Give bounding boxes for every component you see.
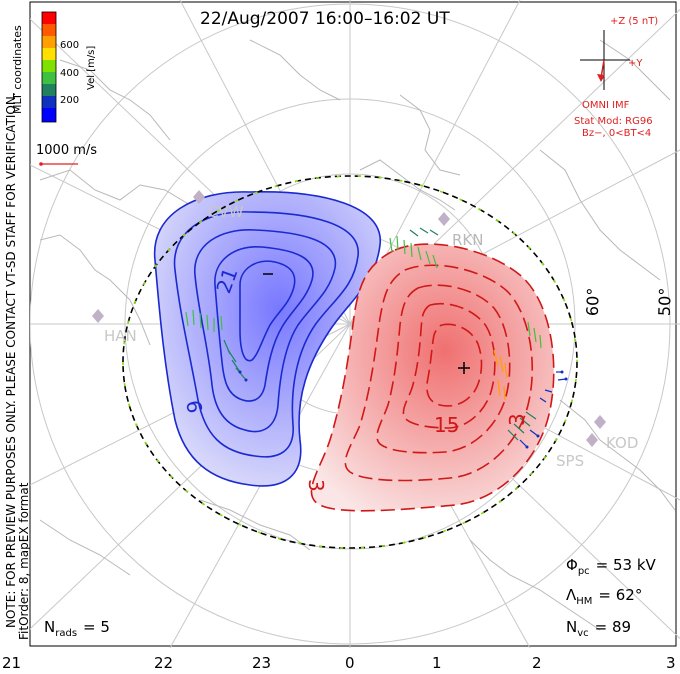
imf-y-label: +Y [628,58,643,69]
meridian-grid [30,0,680,648]
positive-convection-cell [310,243,555,512]
velocity-colorbar [41,11,57,123]
station-markers [92,190,606,447]
latitude-label-50: 50° [655,287,675,316]
mlt-tick-0: 0 [345,654,355,672]
imf-source-label: OMNI IMF [582,100,630,111]
velocity-vectors [185,227,568,449]
contour-label-3b: 3 [304,479,328,492]
contour-label-15: 15 [434,413,459,437]
mlt-tick-23: 23 [252,654,271,672]
nrads-stat: Nrads = 5 [44,618,110,639]
mlt-tick-1: 1 [432,654,442,672]
map-layer: CVW RKN HAN KOD SPS 60° 50° 21 9 15 3 3 [30,0,680,648]
vector-reference-label: 1000 m/s [36,143,97,158]
mlt-tick-2: 2 [532,654,542,672]
vector-reference-origin [39,162,43,166]
colorbar-tick-200: 200 [60,95,79,106]
stat-model-params: Bz−, 0<BT<4 [582,128,651,139]
station-label-kod: KOD [606,434,638,452]
negative-convection-cell [153,191,381,487]
lambda-hm-stat: ΛHM = 62° [566,586,642,607]
fit-info: FitOrder: 8, mapEX format [17,482,31,640]
map-title: 22/Aug/2007 16:00–16:02 UT [200,9,450,29]
station-label-rkn: RKN [452,231,483,249]
colorbar-tick-400: 400 [60,68,79,79]
latitude-label-60: 60° [583,287,603,316]
station-label-sps: SPS [556,452,584,470]
preview-watermark: NOTE: FOR PREVIEW PURPOSES ONLY. PLEASE … [4,92,18,628]
mlt-tick-21: 21 [2,654,21,672]
nvc-stat: Nvc = 89 [566,618,631,639]
phi-pc-stat: Φpc = 53 kV [566,556,657,577]
station-label-han: HAN [104,327,137,345]
contour-label-3a: 3 [505,413,529,426]
colorbar-tick-600: 600 [60,40,79,51]
mlt-tick-22: 22 [154,654,173,672]
imf-clock-dial [580,30,630,90]
stat-model-label: Stat Mod: RG96 [574,116,653,127]
colorbar-unit-label: Vel [m/s] [86,46,97,90]
heppner-maynard-boundary [122,175,578,549]
contour-label-9: 9 [182,398,208,415]
mlt-tick-3: 3 [666,654,676,672]
station-label-cvw: CVW [208,203,244,221]
coordinate-system-label: MLT coordinates [11,25,24,114]
imf-z-label: +Z (5 nT) [610,16,658,27]
